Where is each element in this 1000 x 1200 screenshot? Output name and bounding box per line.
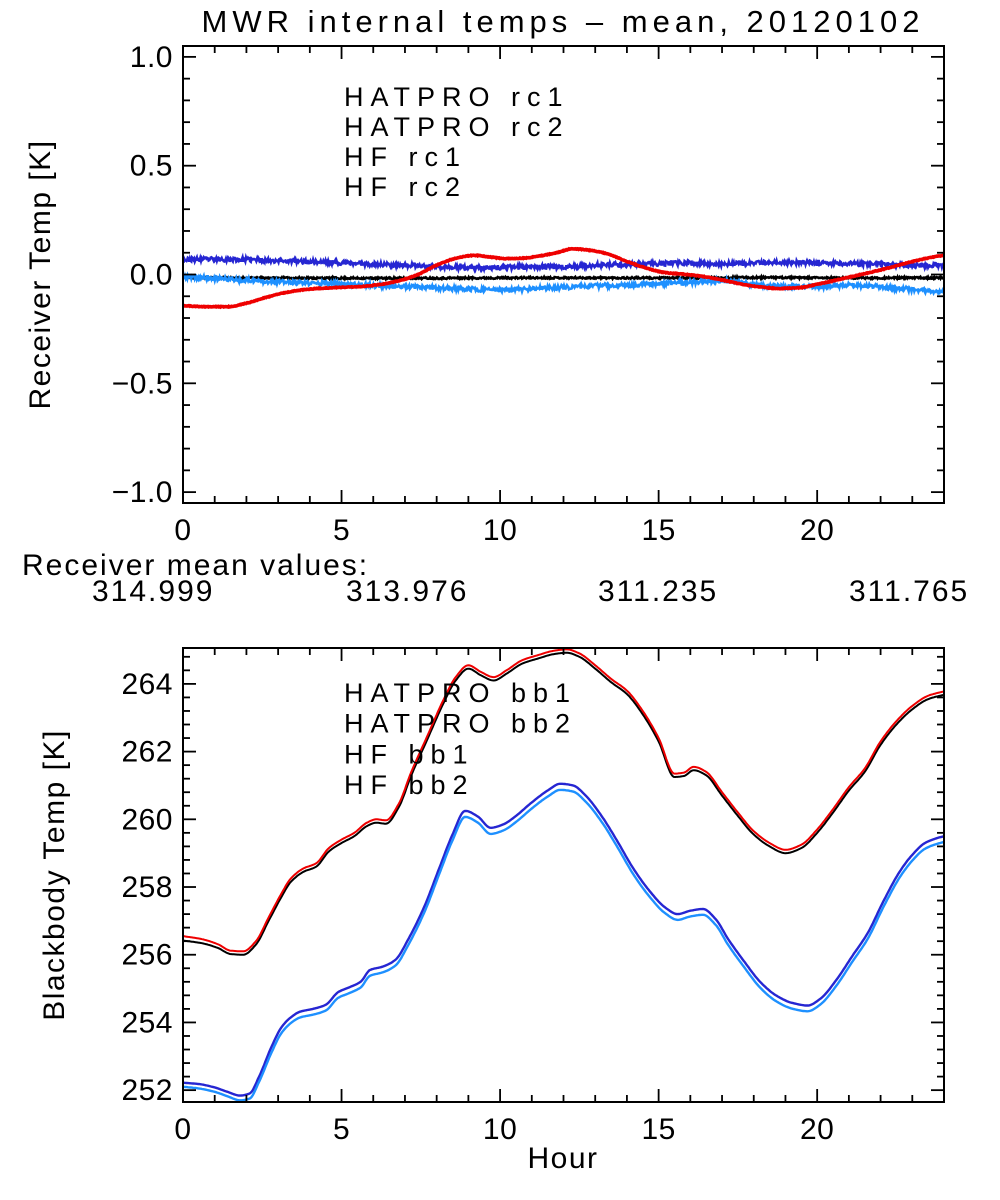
receiver-mean-values-label: Receiver mean values: xyxy=(22,549,369,582)
blackbody-legend-hatpro-bb1: HATPRO bb1 xyxy=(344,678,577,708)
chart-title: MWR internal temps – mean, 20120102 xyxy=(202,4,925,39)
blackbody-legend-hf-bb1: HF bb1 xyxy=(344,739,475,769)
blackbody-y-tick-label: 254 xyxy=(121,1006,173,1039)
blackbody-y-tick-label: 258 xyxy=(121,871,173,904)
blackbody-x-tick-label: 15 xyxy=(641,1113,675,1146)
blackbody-y-tick-label: 262 xyxy=(121,736,173,769)
receiver-line-hf-rc1 xyxy=(183,252,944,275)
receiver-x-tick-label: 15 xyxy=(641,514,675,547)
blackbody-y-tick-label: 260 xyxy=(121,803,173,836)
receiver-y-tick-label: 1.0 xyxy=(130,41,173,74)
receiver-mean-value-4: 311.765 xyxy=(849,575,969,608)
blackbody-y-tick-label: 256 xyxy=(121,939,173,972)
blackbody-legend-hf-bb2: HF bb2 xyxy=(344,770,475,800)
blackbody-x-tick-label: 5 xyxy=(333,1113,350,1146)
receiver-legend-hf-rc1: HF rc1 xyxy=(344,142,467,172)
receiver-y-axis-title: Receiver Temp [K] xyxy=(24,139,57,409)
receiver-legend-hatpro-rc1: HATPRO rc1 xyxy=(344,82,570,112)
blackbody-y-axis-title: Blackbody Temp [K] xyxy=(38,729,71,1021)
receiver-ticks xyxy=(183,46,944,503)
blackbody-line-hf-bb2 xyxy=(183,788,944,1102)
blackbody-x-tick-label: 20 xyxy=(800,1113,834,1146)
receiver-mean-value-2: 313.976 xyxy=(346,575,468,608)
receiver-series-group xyxy=(183,246,944,310)
receiver-mean-value-1: 314.999 xyxy=(92,575,214,608)
receiver-line-hf-rc2 xyxy=(183,271,944,297)
receiver-mean-value-3: 311.235 xyxy=(598,575,718,608)
receiver-line-hatpro-rc1 xyxy=(183,273,944,282)
receiver-line-hatpro-rc2 xyxy=(183,246,944,310)
blackbody-y-tick-label: 264 xyxy=(121,668,173,701)
receiver-x-tick-label: 20 xyxy=(800,514,834,547)
receiver-x-tick-label: 5 xyxy=(333,514,350,547)
blackbody-y-tick-label: 252 xyxy=(121,1074,173,1107)
receiver-legend-hf-rc2: HF rc2 xyxy=(344,172,467,202)
blackbody-legend-hatpro-bb2: HATPRO bb2 xyxy=(344,709,577,739)
blackbody-x-tick-label: 10 xyxy=(483,1113,517,1146)
receiver-x-tick-label: 0 xyxy=(174,514,191,547)
receiver-legend-hatpro-rc2: HATPRO rc2 xyxy=(344,112,570,142)
receiver-y-tick-label: −0.5 xyxy=(112,367,173,400)
receiver-y-tick-label: 0.5 xyxy=(130,150,173,183)
blackbody-x-tick-label: 0 xyxy=(174,1113,191,1146)
blackbody-x-axis-title: Hour xyxy=(527,1142,598,1175)
blackbody-line-hf-bb1 xyxy=(183,782,944,1097)
receiver-x-tick-label: 10 xyxy=(483,514,517,547)
receiver-y-tick-label: 0.0 xyxy=(130,259,173,292)
receiver-y-tick-label: −1.0 xyxy=(112,476,173,509)
blackbody-ticks xyxy=(183,648,944,1102)
